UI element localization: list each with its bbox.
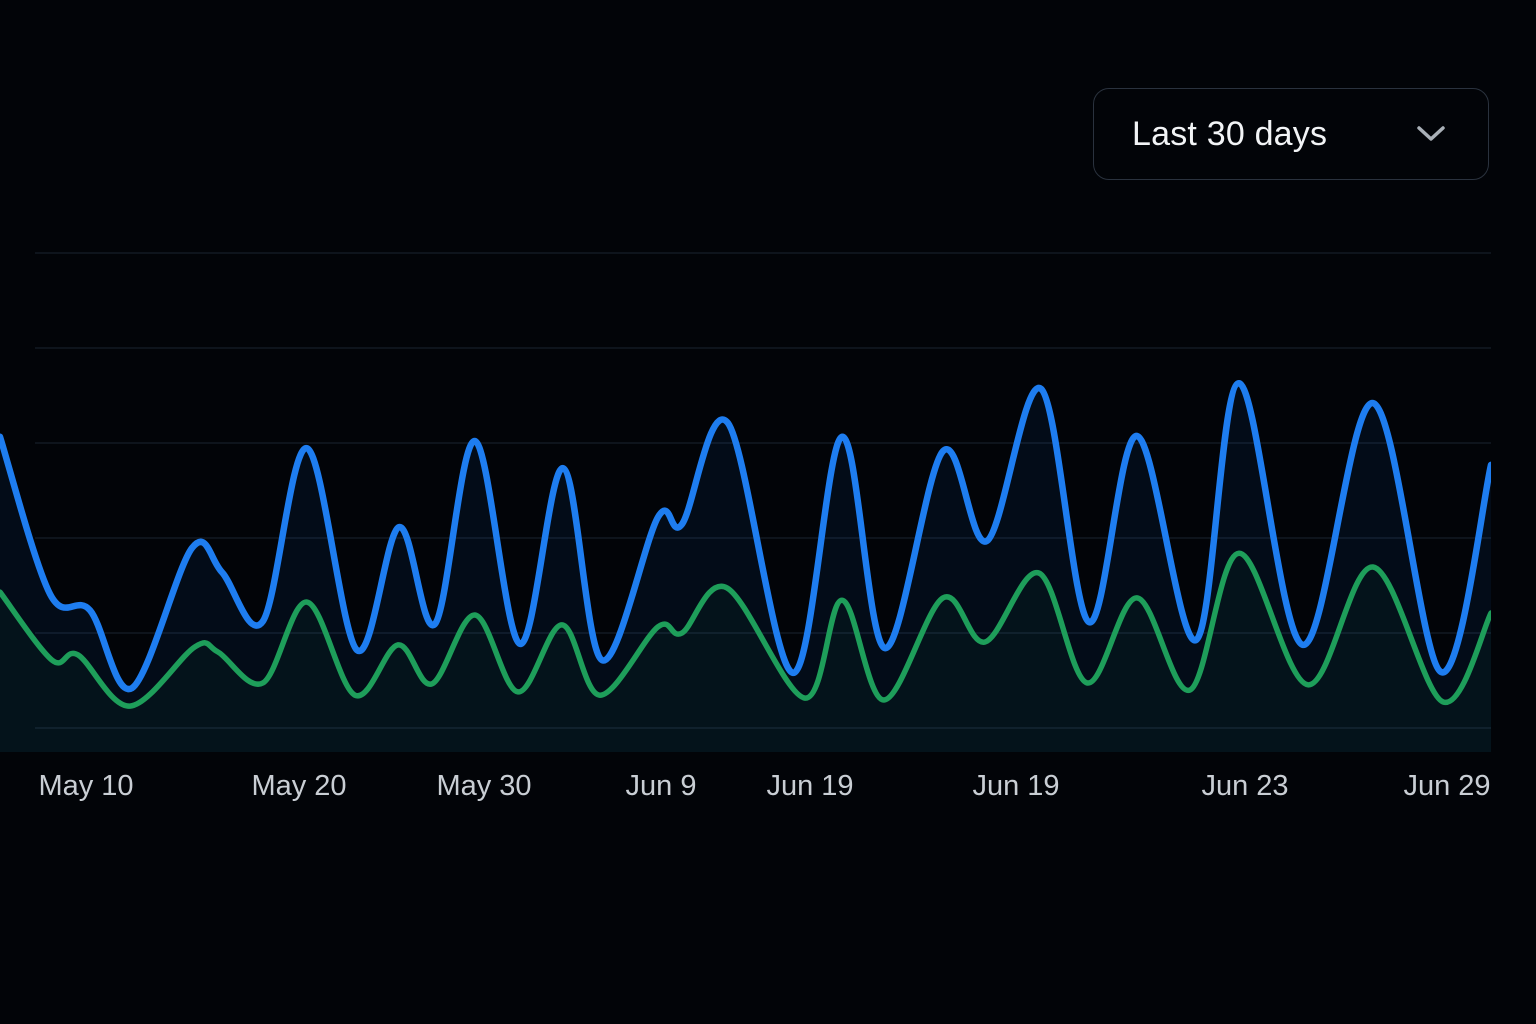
series-green-fill [0,553,1491,752]
series-blue-fill [0,383,1491,752]
date-range-label: Last 30 days [1132,114,1328,153]
x-axis-label: May 10 [38,770,134,802]
x-axis-label: Jun 23 [1201,770,1289,802]
x-axis: May 10 May 20 May 30 Jun 9 Jun 19 Jun 19 Jun 2… [0,770,1536,814]
x-axis-label: Jun 19 [972,770,1060,802]
date-range-dropdown[interactable]: Last 30 days [1093,88,1489,180]
series-green-line [0,550,1491,709]
chevron-down-icon [1417,126,1445,141]
series-blue-line [0,379,1491,693]
x-axis-label: Jun 29 [1403,770,1491,802]
x-axis-label: May 20 [251,770,347,802]
x-axis-label: Jun 9 [625,770,697,802]
x-axis-label: May 30 [436,770,532,802]
x-axis-label: Jun 19 [766,770,854,802]
